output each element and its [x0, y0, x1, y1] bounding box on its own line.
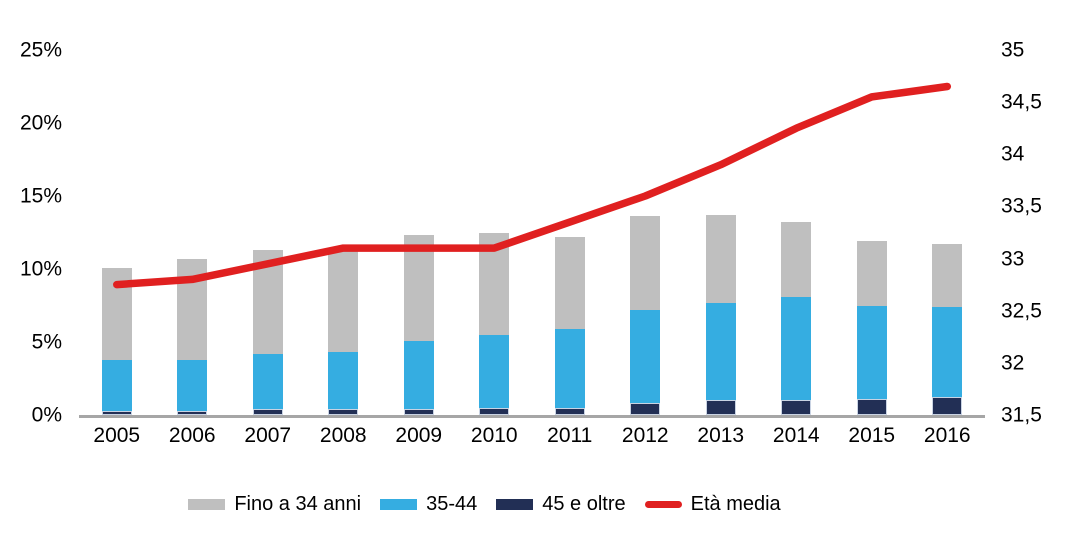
left-axis-tick: 0%: [31, 403, 62, 427]
legend-swatch: [496, 498, 534, 510]
x-axis-year-label: 2006: [168, 424, 216, 447]
right-axis-tick: 32: [1001, 351, 1025, 375]
x-axis-year-label: 2010: [470, 424, 518, 447]
x-axis-line: [79, 415, 985, 418]
bar-segment-45-e-oltre: [403, 409, 434, 415]
x-axis-year-label: 2009: [395, 424, 443, 447]
left-axis-tick: 20%: [19, 111, 62, 135]
legend-label: Fino a 34 anni: [234, 493, 362, 515]
bar-segment-45-e-oltre: [554, 407, 585, 415]
bar-segment-35-44: [932, 306, 963, 415]
bar-segment-35-44: [177, 359, 208, 415]
eta-media-polyline: [113, 82, 952, 289]
x-axis-year-label: 2011: [547, 424, 593, 447]
bar-segment-35-44: [252, 353, 283, 415]
x-axis-year-label: 2008: [319, 424, 367, 447]
bar-segment-45-e-oltre: [252, 409, 283, 415]
x-axis-year-label: 2014: [772, 424, 820, 447]
legend-label: Età media: [690, 493, 781, 515]
legend-swatch: [188, 498, 226, 510]
bar-segment-45-e-oltre: [781, 400, 812, 415]
legend-item-fino-a-34-anni: Fino a 34 anni: [188, 494, 361, 514]
bar-segment-45-e-oltre: [328, 409, 359, 415]
x-axis-year-label: 2012: [621, 424, 669, 447]
right-axis-tick: 34: [1001, 142, 1025, 166]
bar-segment-35-44: [781, 296, 812, 415]
bar-segment-45-e-oltre: [856, 398, 887, 415]
left-axis-tick: 5%: [31, 330, 62, 354]
legend-item-35-44: 35-44: [380, 494, 477, 514]
left-axis-tick: 15%: [19, 184, 62, 208]
bar-segment-35-44: [856, 305, 887, 415]
x-axis-year-label: 2005: [93, 424, 141, 447]
bar-segment-45-e-oltre: [630, 403, 661, 415]
right-axis-tick: 35: [1001, 38, 1025, 62]
bar-segment-35-44: [705, 302, 736, 415]
right-axis-tick: 33: [1001, 247, 1025, 271]
left-axis-tick: 25%: [19, 38, 62, 62]
right-axis-tick: 32,5: [1001, 299, 1042, 323]
right-axis-tick: 31,5: [1001, 403, 1042, 427]
right-axis-tick: 33,5: [1001, 194, 1042, 218]
legend-swatch: [644, 500, 682, 508]
legend-item-45-e-oltre: 45 e oltre: [496, 493, 626, 515]
bar-segment-35-44: [479, 334, 510, 415]
legend: Fino a 34 anni 35-44 45 e oltre Età media: [0, 494, 969, 514]
legend-item-et-media: Età media: [644, 493, 781, 515]
bar-segment-35-44: [328, 352, 359, 415]
x-axis-year-label: 2007: [244, 424, 292, 447]
x-axis-year-label: 2016: [923, 424, 971, 447]
bar-segment-35-44: [630, 309, 661, 415]
legend-label: 35-44: [426, 493, 478, 515]
left-axis-tick: 10%: [19, 257, 62, 281]
bar-segment-45-e-oltre: [705, 400, 736, 415]
right-axis-tick: 34,5: [1001, 90, 1042, 114]
legend-label: 45 e oltre: [542, 493, 626, 515]
bar-segment-45-e-oltre: [479, 407, 510, 415]
bar-segment-35-44: [101, 359, 132, 415]
bar-segment-45-e-oltre: [177, 410, 208, 415]
legend-swatch: [380, 498, 418, 510]
bar-segment-35-44: [554, 328, 585, 415]
x-axis-year-label: 2015: [848, 424, 896, 447]
bar-segment-45-e-oltre: [932, 397, 963, 415]
bar-segment-35-44: [403, 340, 434, 415]
bar-segment-45-e-oltre: [101, 410, 132, 415]
x-axis-year-label: 2013: [697, 424, 745, 447]
